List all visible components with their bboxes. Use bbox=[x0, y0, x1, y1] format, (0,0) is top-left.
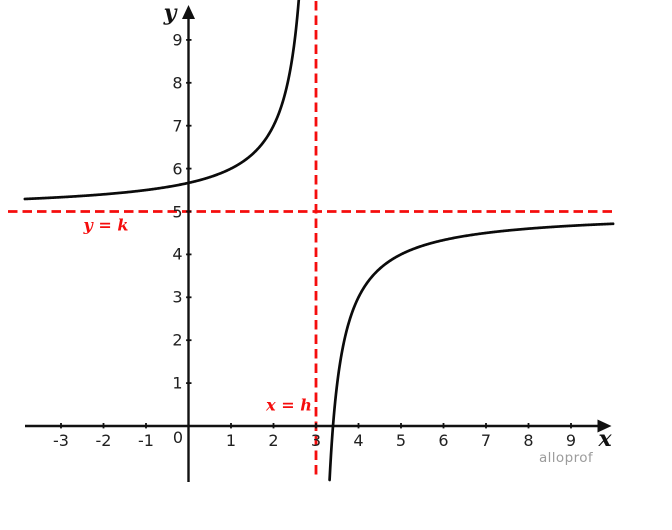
x-axis-label: x bbox=[598, 426, 612, 452]
x-tick-label-7: 7 bbox=[480, 431, 492, 450]
y-axis-label: y bbox=[163, 0, 177, 26]
x-axis-arrowhead bbox=[597, 419, 612, 433]
y-tick-label-5: 5 bbox=[172, 202, 183, 221]
x-tick-label-2: 2 bbox=[268, 431, 279, 450]
curve-right-branch bbox=[328, 222, 615, 482]
x-tick-label-1: 1 bbox=[225, 431, 237, 450]
y-tick-label-1: 1 bbox=[172, 373, 183, 393]
x-tick-label-9: 9 bbox=[565, 431, 577, 450]
x-tick-label-8: 8 bbox=[523, 431, 534, 450]
watermark: alloprof bbox=[538, 450, 594, 466]
y-axis-arrowhead bbox=[182, 5, 195, 19]
x-tick-label-0: 0 bbox=[172, 428, 184, 447]
y-tick-label-9: 9 bbox=[172, 30, 183, 50]
y-tick-label-2: 2 bbox=[172, 330, 183, 350]
y-tick-label-4: 4 bbox=[172, 244, 183, 264]
y-tick-label-8: 8 bbox=[172, 73, 183, 93]
x-tick-label-4: 4 bbox=[353, 431, 364, 450]
x-tick-label-5: 5 bbox=[395, 431, 407, 450]
x-tick-label--3: -3 bbox=[53, 431, 69, 450]
x-tick-label--1: -1 bbox=[138, 431, 154, 450]
y-tick-label-6: 6 bbox=[172, 159, 183, 179]
curve-left-branch bbox=[23, 0, 301, 201]
y-tick-label-3: 3 bbox=[172, 287, 183, 307]
x-tick-label-3: 3 bbox=[310, 431, 322, 450]
x-tick-label--2: -2 bbox=[95, 431, 112, 450]
horizontal-asymptote-label: y = k bbox=[83, 215, 129, 235]
y-tick-label-7: 7 bbox=[172, 116, 183, 136]
vertical-asymptote-label: x = h bbox=[266, 395, 312, 415]
x-tick-label-6: 6 bbox=[438, 431, 449, 450]
